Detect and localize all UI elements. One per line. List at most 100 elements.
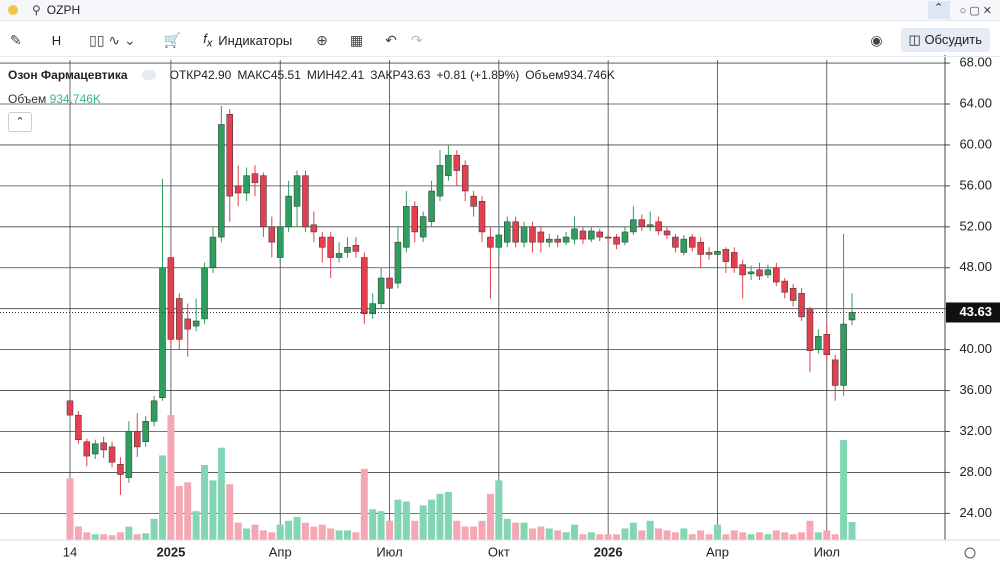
candle-body bbox=[234, 185, 242, 194]
candle-body bbox=[302, 175, 309, 228]
candle-body bbox=[167, 257, 175, 340]
candle-body bbox=[789, 287, 797, 301]
candle-body bbox=[646, 224, 654, 228]
x-tick-label: Окт bbox=[488, 544, 510, 559]
compare[interactable]: 🛒 bbox=[163, 31, 182, 48]
volume-bar bbox=[209, 480, 217, 540]
candle-body bbox=[117, 464, 124, 475]
volume-bar bbox=[108, 535, 116, 540]
candle-body bbox=[470, 195, 477, 207]
candle-body bbox=[655, 221, 662, 232]
candle-body bbox=[142, 421, 149, 442]
candle-body bbox=[688, 236, 696, 248]
volume-bar bbox=[806, 520, 814, 540]
collapse-panes[interactable]: ⌃ bbox=[8, 112, 32, 132]
volume-bar bbox=[470, 526, 478, 540]
volume-bar bbox=[739, 532, 747, 540]
volume-bar bbox=[571, 524, 579, 540]
redo[interactable]: ↷ bbox=[410, 31, 423, 48]
candle-body bbox=[503, 221, 511, 243]
volume-bar bbox=[158, 455, 166, 540]
volume-bar bbox=[655, 528, 663, 540]
candle-body bbox=[293, 175, 301, 207]
volume-bar bbox=[133, 534, 141, 540]
collapse-button[interactable]: ⌃ bbox=[927, 1, 950, 19]
candle-body bbox=[537, 231, 545, 243]
undo[interactable]: ↶ bbox=[385, 31, 397, 48]
volume-stat: Объем934.746K bbox=[525, 68, 615, 82]
candle-body bbox=[613, 236, 620, 245]
candle-body bbox=[310, 224, 318, 233]
x-tick-label: Апр bbox=[269, 544, 292, 559]
y-tick-label: 40.00 bbox=[959, 341, 992, 356]
symbol[interactable]: OZPH bbox=[46, 3, 81, 17]
volume-bar bbox=[184, 482, 192, 540]
volume-bar bbox=[671, 532, 679, 540]
candle-body bbox=[798, 293, 805, 318]
volume-bar bbox=[369, 509, 377, 540]
candle-body bbox=[604, 236, 612, 239]
window-buttons[interactable]: ○ ▢ ✕ bbox=[959, 4, 992, 17]
volume-bar bbox=[520, 522, 528, 540]
interval[interactable]: Н bbox=[51, 32, 62, 48]
search-bar: ⚲ OZPH ⌃ ○ ▢ ✕ bbox=[0, 0, 1000, 21]
candle-body bbox=[176, 298, 183, 340]
volume-bar bbox=[327, 528, 335, 540]
volume-bar bbox=[840, 440, 848, 540]
layout-button[interactable]: ▦ bbox=[349, 31, 364, 48]
candle-body bbox=[806, 308, 814, 351]
value: 42.41 bbox=[334, 68, 365, 82]
indicators-button[interactable]: Индикаторы bbox=[218, 32, 293, 48]
volume-bar bbox=[116, 532, 124, 540]
candle-body bbox=[226, 113, 234, 197]
candle-body bbox=[91, 443, 99, 455]
discuss-label: Обсудить bbox=[924, 32, 982, 47]
candle-body bbox=[596, 231, 603, 238]
settings-icon[interactable] bbox=[964, 547, 976, 559]
label: ОТКР bbox=[169, 68, 202, 82]
x-tick-label: 2025 bbox=[156, 544, 185, 559]
chart-type[interactable]: ▯▯ ∿ ⌄ bbox=[89, 31, 136, 48]
volume-bar bbox=[444, 491, 452, 540]
volume-bar bbox=[495, 480, 503, 540]
candle-body bbox=[663, 230, 671, 236]
candle-body bbox=[478, 200, 486, 233]
candle-body bbox=[150, 400, 158, 422]
discuss-button[interactable]: ◫ Обсудить bbox=[900, 28, 990, 52]
candle-body bbox=[285, 195, 292, 228]
add-button[interactable]: ⊕ bbox=[316, 31, 328, 48]
y-tick-label: 36.00 bbox=[959, 382, 992, 397]
candle-body bbox=[764, 269, 772, 276]
volume-bar bbox=[781, 532, 789, 540]
search-icon[interactable]: ⚲ bbox=[32, 3, 41, 17]
volume-bar bbox=[562, 532, 570, 540]
volume-bar bbox=[730, 530, 738, 540]
candle-body bbox=[722, 249, 730, 262]
candle-body bbox=[125, 431, 133, 478]
candle-body bbox=[403, 206, 410, 248]
volume-bar bbox=[478, 520, 486, 540]
candle-body bbox=[781, 280, 788, 293]
candle-body bbox=[520, 226, 528, 243]
volume-bar bbox=[175, 486, 183, 540]
volume-bar bbox=[352, 532, 360, 540]
volume-bar bbox=[604, 534, 612, 540]
candle-body bbox=[731, 252, 738, 269]
candle-body bbox=[680, 238, 688, 253]
candle-body bbox=[714, 251, 721, 255]
volume-bar bbox=[772, 530, 780, 540]
screenshot[interactable]: ◉ bbox=[870, 31, 883, 48]
candle-body bbox=[386, 277, 393, 289]
candle-body bbox=[848, 312, 856, 321]
legend-toggle[interactable] bbox=[141, 70, 156, 80]
candle-body bbox=[335, 253, 343, 258]
draw-tool[interactable]: ✎ bbox=[10, 31, 22, 48]
candle-body bbox=[445, 154, 452, 176]
volume-value: 934.746K bbox=[49, 92, 101, 106]
candle-body bbox=[377, 277, 385, 304]
high-stat: МАКС45.51 bbox=[237, 68, 301, 82]
value: 42.90 bbox=[201, 68, 232, 82]
candle-body bbox=[697, 241, 704, 255]
